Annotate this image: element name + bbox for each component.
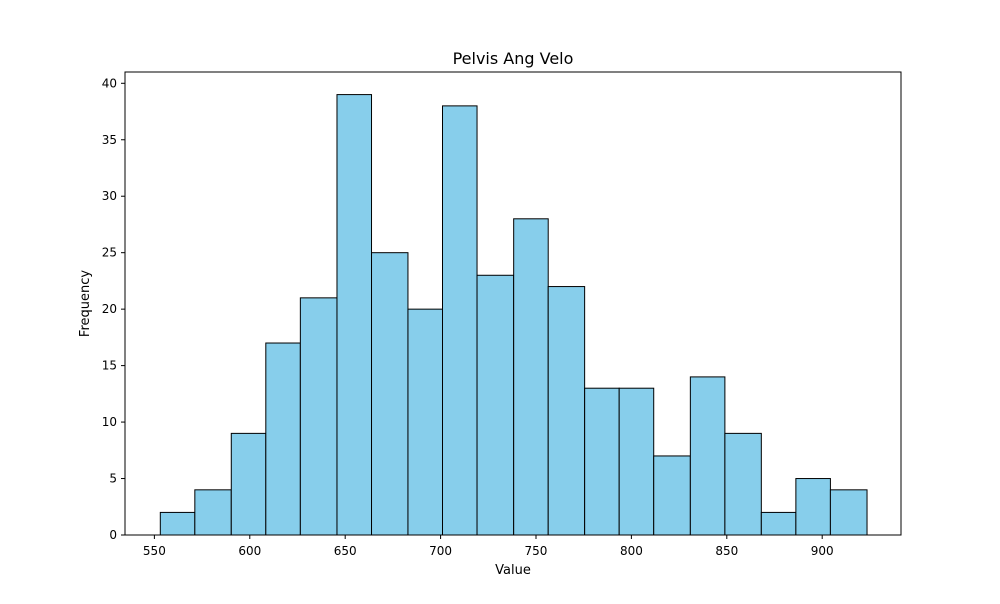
histogram-bar: [829, 489, 868, 536]
y-axis-ticks: 0 5 10 15 20 25 30 35 40: [102, 76, 125, 542]
histogram-bar: [299, 297, 338, 536]
histogram-bar: [407, 308, 443, 536]
histogram-bar: [653, 455, 691, 536]
x-axis-ticks: 550 600 650 700 750 800 850 900: [143, 535, 834, 558]
y-tick-label: 30: [102, 189, 117, 203]
histogram-bar: [194, 489, 232, 536]
histogram-bar: [584, 387, 620, 536]
plot-frame: [124, 71, 902, 536]
y-tick-label: 25: [102, 246, 117, 260]
x-axis-label: Value: [495, 563, 531, 578]
histogram-bar: [265, 342, 301, 536]
histogram-bar: [159, 511, 196, 536]
x-tick-label: 900: [811, 544, 834, 558]
x-tick-label: 550: [143, 544, 166, 558]
histogram-bar: [760, 511, 797, 536]
histogram-bar: [336, 94, 373, 536]
bars-group: [159, 94, 868, 536]
histogram-bar: [476, 274, 515, 536]
y-tick-label: 15: [102, 359, 117, 373]
y-tick-label: 0: [109, 528, 117, 542]
chart-title: Pelvis Ang Velo: [453, 49, 574, 68]
histogram-bar: [618, 387, 655, 536]
x-tick-label: 850: [715, 544, 738, 558]
histogram-bar: [724, 432, 762, 536]
x-tick-label: 800: [620, 544, 643, 558]
histogram-bar: [689, 376, 726, 536]
y-tick-label: 5: [109, 472, 117, 486]
histogram-bar: [371, 252, 409, 536]
y-tick-label: 40: [102, 76, 117, 90]
x-tick-label: 700: [429, 544, 452, 558]
y-tick-label: 20: [102, 302, 117, 316]
y-tick-label: 35: [102, 133, 117, 147]
y-axis-label: Frequency: [78, 270, 93, 337]
histogram-bar: [513, 218, 549, 536]
x-tick-label: 750: [525, 544, 548, 558]
x-tick-label: 600: [238, 544, 261, 558]
x-tick-label: 650: [334, 544, 357, 558]
y-tick-label: 10: [102, 415, 117, 429]
histogram-bar: [230, 432, 267, 536]
histogram-bar: [547, 286, 586, 536]
histogram-bar: [795, 478, 831, 536]
histogram-bar: [442, 105, 478, 536]
